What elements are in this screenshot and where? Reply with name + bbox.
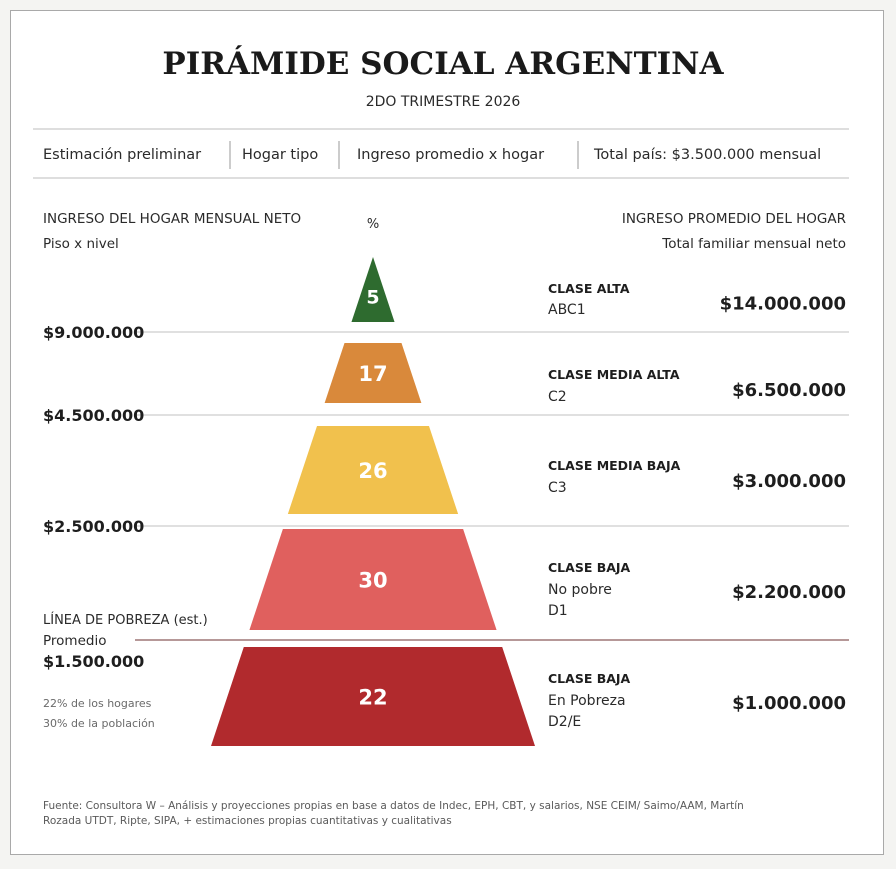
- tier-avg-income: $3.000.000: [732, 471, 846, 492]
- info-ingreso-promedio: Ingreso promedio x hogar: [357, 147, 544, 163]
- tier-class-name: CLASE BAJA: [548, 671, 631, 686]
- social-pyramid-chart: PIRÁMIDE SOCIAL ARGENTINA 2DO TRIMESTRE …: [33, 44, 849, 827]
- tier-class-code: ABC1: [548, 302, 586, 318]
- pyramid-tier-1: [351, 257, 395, 322]
- tier-pct-label: 17: [358, 362, 387, 386]
- tier-class-code: No pobre: [548, 582, 612, 598]
- tier-pct-label: 22: [358, 686, 387, 710]
- infographic-card: PIRÁMIDE SOCIAL ARGENTINA 2DO TRIMESTRE …: [10, 10, 884, 855]
- pyramid-tiers: 5 CLASE ALTA ABC1 $14.000.000 17 CLASE MEDIA …: [211, 257, 846, 746]
- tier-class-code: C3: [548, 480, 567, 496]
- pyramid-tier-5: [211, 647, 535, 746]
- poverty-line-average-label: Promedio: [43, 633, 106, 649]
- pyramid-tier-3: [287, 426, 459, 514]
- info-hogar-tipo: Hogar tipo: [242, 147, 318, 163]
- tier-class-name: CLASE MEDIA ALTA: [548, 367, 680, 382]
- chart-subtitle: 2DO TRIMESTRE 2026: [366, 94, 521, 110]
- poverty-line-label: LÍNEA DE POBREZA (est.): [43, 612, 208, 628]
- tier-class-code: En Pobreza: [548, 693, 626, 709]
- info-estimacion: Estimación preliminar: [43, 147, 201, 163]
- left-header-sub: Piso x nivel: [43, 236, 119, 252]
- tier-class-name: CLASE MEDIA BAJA: [548, 458, 681, 473]
- tier-avg-income: $6.500.000: [732, 380, 846, 401]
- pct-header: %: [367, 217, 379, 232]
- tier-pct-label: 26: [358, 459, 387, 483]
- tier-class-code: D2/E: [548, 714, 581, 730]
- floor-value-2500000: $2.500.000: [43, 517, 144, 536]
- right-header-sub: Total familiar mensual neto: [661, 236, 846, 252]
- tier-class-name: CLASE ALTA: [548, 281, 630, 296]
- pyramid-tier-4: [249, 529, 497, 630]
- left-header-title: INGRESO DEL HOGAR MENSUAL NETO: [43, 211, 301, 227]
- floor-value-4500000: $4.500.000: [43, 406, 144, 425]
- source-line-1: Fuente: Consultora W – Análisis y proyec…: [43, 800, 744, 812]
- tier-class-code: C2: [548, 389, 567, 405]
- poverty-line-value: $1.500.000: [43, 652, 144, 671]
- chart-title: PIRÁMIDE SOCIAL ARGENTINA: [162, 44, 724, 82]
- info-total-pais: Total país: $3.500.000 mensual: [593, 147, 821, 163]
- tier-class-name: CLASE BAJA: [548, 560, 631, 575]
- tier-pct-label: 5: [366, 287, 379, 309]
- pyramid-tier-2: [324, 343, 422, 403]
- right-header-title: INGRESO PROMEDIO DEL HOGAR: [622, 211, 846, 227]
- poverty-note-population: 30% de la población: [43, 717, 155, 730]
- source-line-2: Rozada UTDT, Ripte, SIPA, + estimaciones…: [43, 815, 452, 827]
- tier-avg-income: $1.000.000: [732, 693, 846, 714]
- floor-value-9000000: $9.000.000: [43, 323, 144, 342]
- tier-avg-income: $14.000.000: [720, 294, 846, 315]
- poverty-note-households: 22% de los hogares: [43, 697, 152, 710]
- tier-avg-income: $2.200.000: [732, 582, 846, 603]
- tier-pct-label: 30: [358, 569, 387, 593]
- tier-class-code: D1: [548, 603, 568, 619]
